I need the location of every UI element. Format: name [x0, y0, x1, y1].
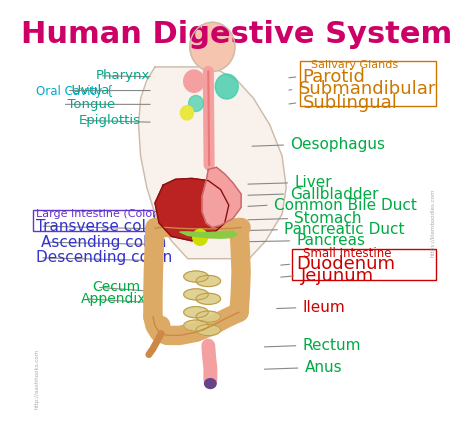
Text: Pancreas: Pancreas — [296, 233, 365, 248]
Text: Parotid: Parotid — [302, 68, 365, 86]
Text: Transverse colon: Transverse colon — [36, 219, 165, 234]
Ellipse shape — [184, 307, 208, 318]
Ellipse shape — [196, 325, 220, 335]
Ellipse shape — [196, 293, 220, 304]
Text: Submandibular: Submandibular — [299, 80, 436, 98]
Ellipse shape — [205, 379, 216, 388]
Ellipse shape — [184, 271, 208, 282]
Circle shape — [190, 22, 235, 71]
Text: Epiglottis: Epiglottis — [79, 114, 141, 127]
Text: Liver: Liver — [294, 175, 332, 190]
Text: Tongue: Tongue — [59, 98, 115, 111]
Text: Sublingual: Sublingual — [302, 94, 398, 112]
Text: Descending colon: Descending colon — [36, 250, 173, 265]
Polygon shape — [180, 231, 237, 238]
Circle shape — [189, 95, 203, 112]
Text: Ascending colon: Ascending colon — [41, 235, 166, 250]
Ellipse shape — [196, 311, 220, 322]
Text: Oral Cavity {: Oral Cavity { — [36, 85, 114, 98]
Circle shape — [184, 70, 204, 92]
Ellipse shape — [196, 275, 220, 286]
Text: Cecum: Cecum — [92, 280, 141, 294]
Text: Pancreatic Duct: Pancreatic Duct — [284, 222, 405, 237]
Ellipse shape — [184, 320, 208, 331]
Text: Appendix: Appendix — [81, 292, 146, 306]
Polygon shape — [155, 178, 229, 241]
Text: Human Digestive System: Human Digestive System — [21, 20, 453, 49]
Ellipse shape — [184, 289, 208, 300]
Text: Stomach: Stomach — [294, 211, 362, 226]
Text: Pharynx: Pharynx — [96, 69, 150, 83]
Circle shape — [193, 229, 208, 245]
Text: Ileum: Ileum — [302, 300, 346, 315]
Ellipse shape — [154, 317, 170, 334]
Polygon shape — [202, 167, 241, 227]
Text: Oesophagus: Oesophagus — [290, 137, 385, 153]
Text: Large Intestine (Colon): Large Intestine (Colon) — [36, 209, 164, 219]
Text: https://klemboodles.com: https://klemboodles.com — [431, 189, 436, 257]
Text: Anus: Anus — [305, 360, 342, 376]
Circle shape — [215, 74, 238, 99]
Text: Salivary Glands: Salivary Glands — [311, 60, 398, 70]
Text: Common Bile Duct: Common Bile Duct — [274, 198, 417, 213]
Text: Small Intestine: Small Intestine — [302, 247, 391, 260]
Polygon shape — [138, 67, 286, 259]
Text: Duodenum: Duodenum — [296, 255, 395, 273]
Text: Rectum: Rectum — [302, 338, 361, 353]
Text: Jejunum: Jejunum — [301, 267, 374, 285]
Text: Uvula: Uvula — [63, 84, 109, 97]
Circle shape — [181, 106, 193, 120]
Text: Gallbladder: Gallbladder — [290, 186, 379, 202]
Text: http://aashhooks.com: http://aashhooks.com — [34, 349, 39, 409]
